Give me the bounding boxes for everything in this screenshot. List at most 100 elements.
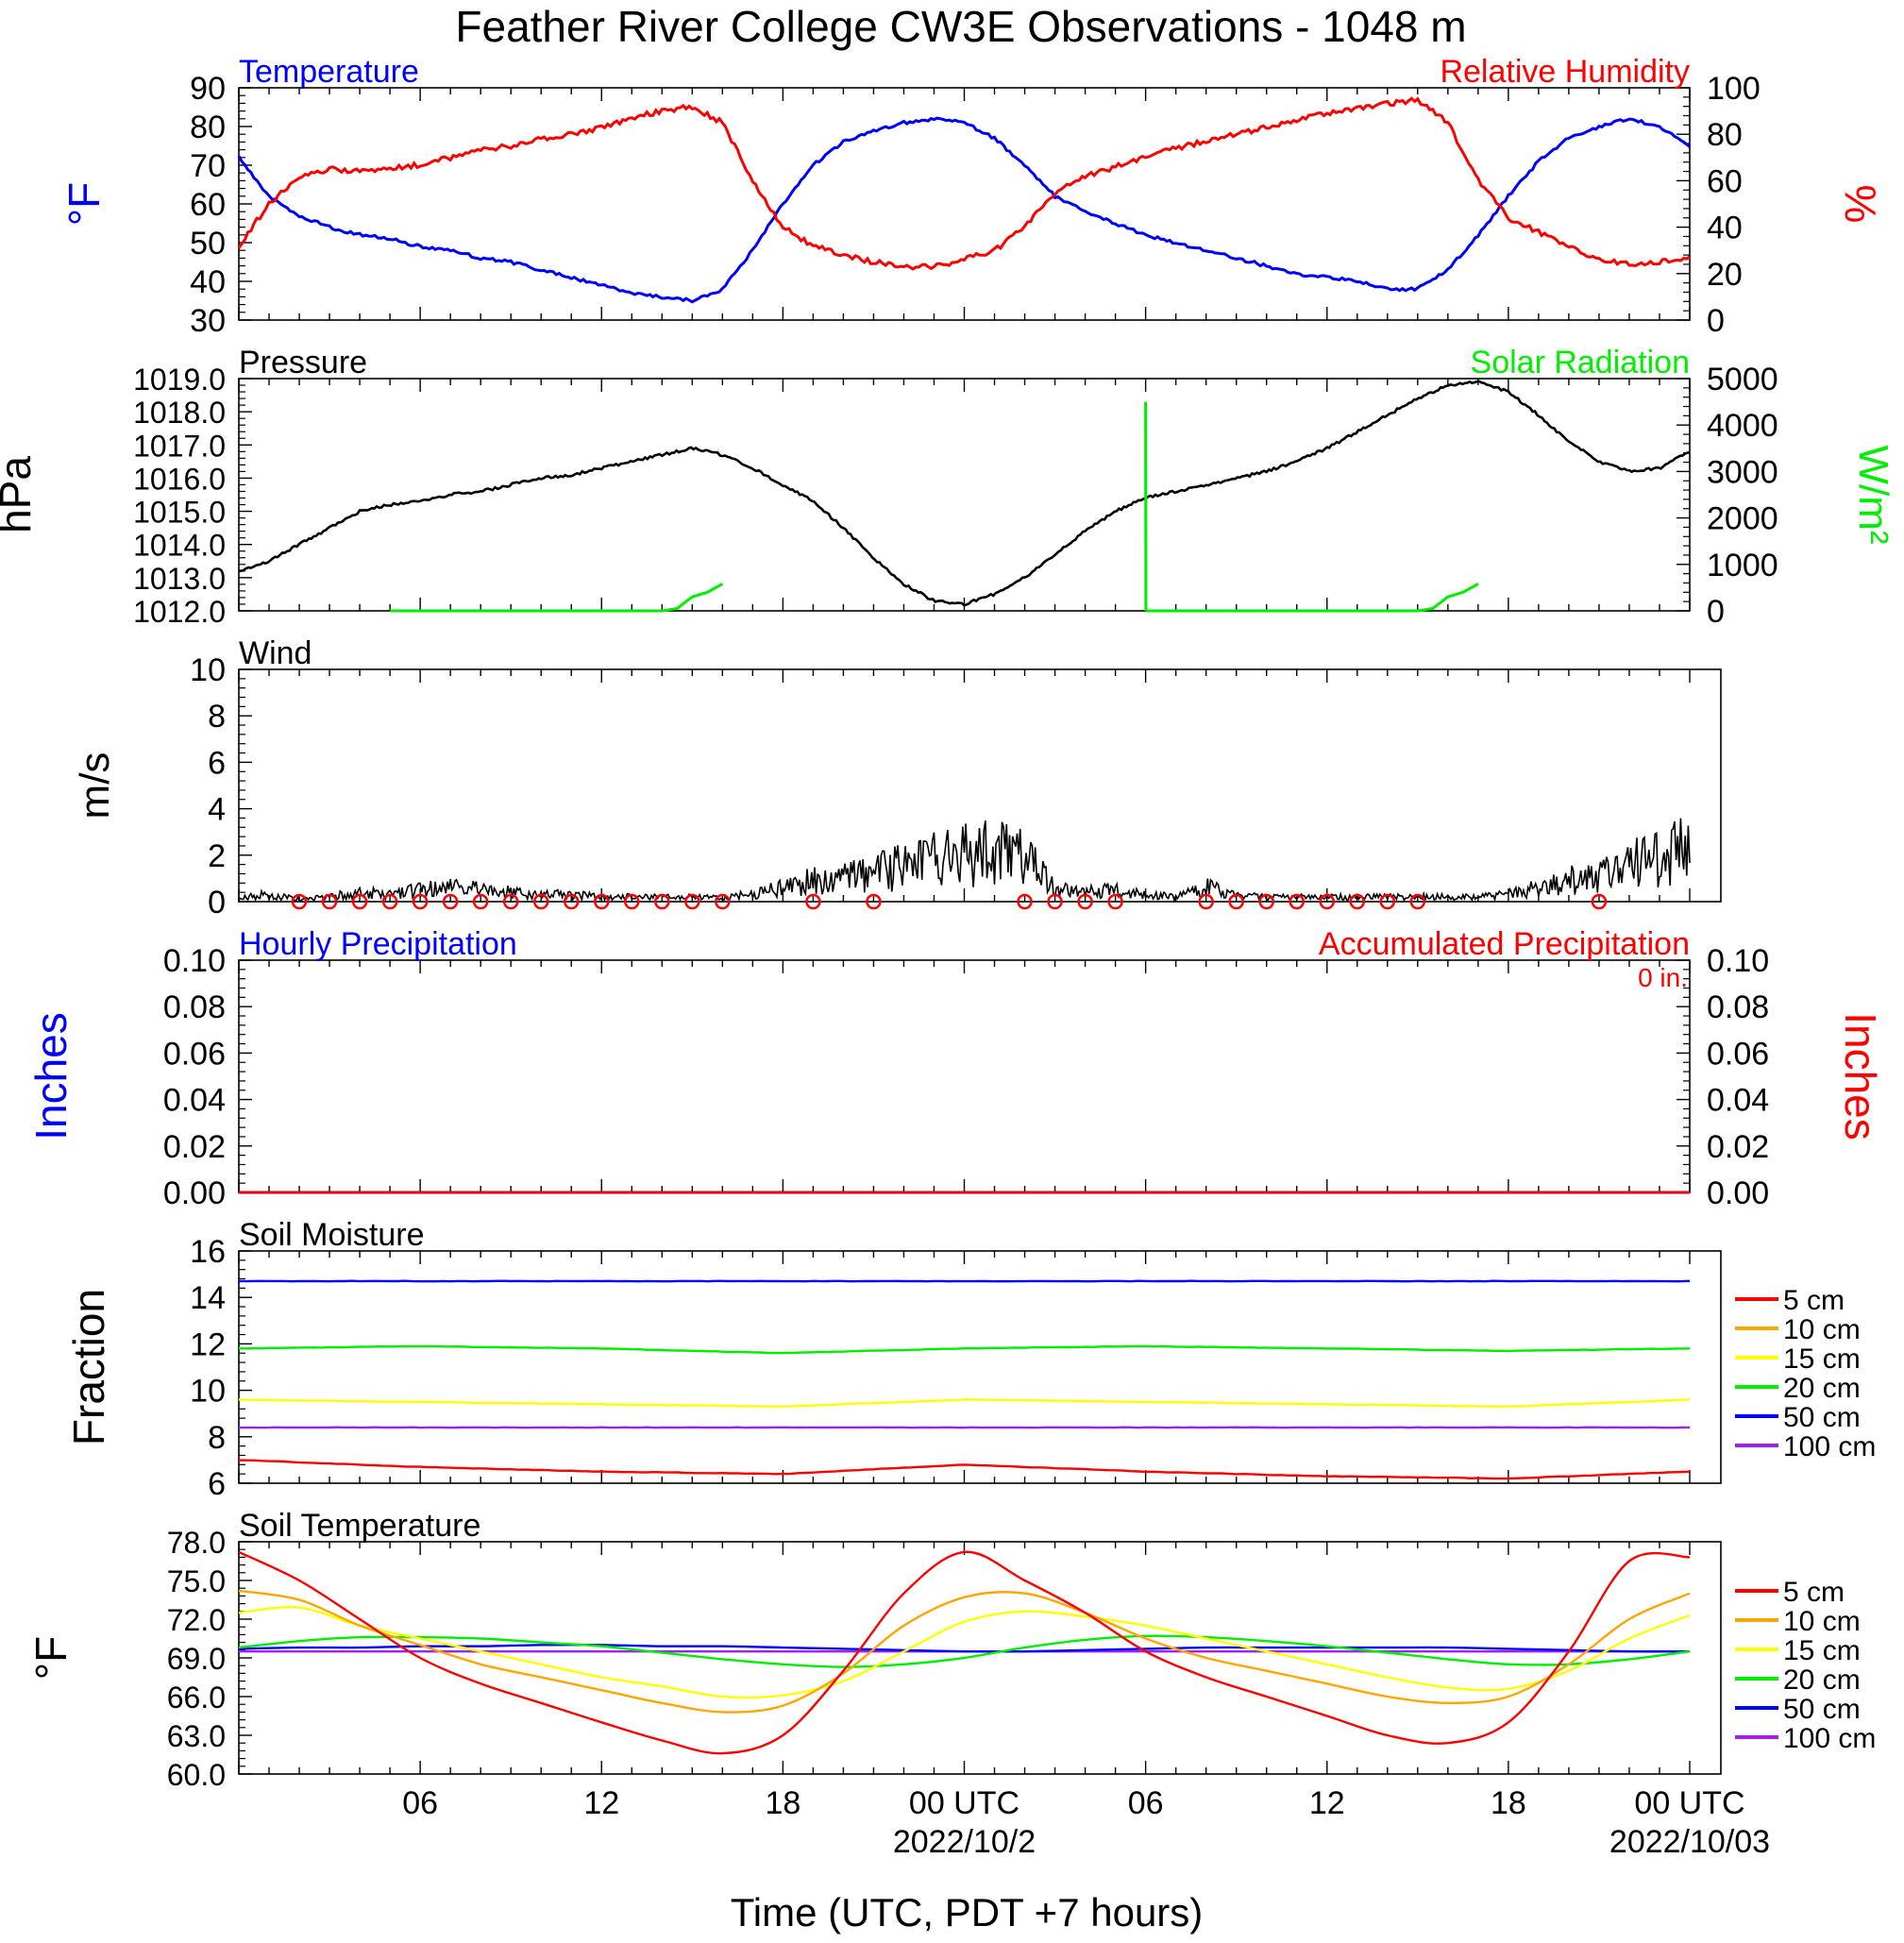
calm-wind-marker: [442, 893, 459, 910]
soil-moisture-line: [238, 1279, 1691, 1283]
x-tick-label: 18: [765, 1785, 800, 1821]
y-tick-label-right: 60: [1707, 163, 1743, 199]
temperature-line: [237, 116, 1691, 304]
y-tick-label: 1016.0: [133, 462, 226, 496]
y-tick-label: 50: [190, 226, 226, 262]
precipitation-panel: 0.10 0.08 0.06 0.04 0.02 0.00 0.10 0.08 0.06 0.04…: [26, 926, 1885, 1211]
soil-temperature-line: [238, 1589, 1691, 1714]
y-tick-label-right: 80: [1707, 117, 1743, 153]
soil-moisture-title: Soil Moisture: [239, 1217, 425, 1253]
y-tick-label: 16: [190, 1234, 226, 1270]
humidity-title: Relative Humidity: [1440, 54, 1690, 90]
calm-wind-marker: [1409, 893, 1426, 910]
y-tick-label: 10: [190, 1374, 226, 1410]
legend-label: 15 cm: [1783, 1343, 1861, 1375]
pressure-title: Pressure: [239, 345, 367, 380]
x-tick-label: 12: [583, 1785, 619, 1821]
wind-speed-line: [238, 818, 1691, 904]
calm-wind-marker: [1077, 893, 1093, 910]
y-tick-label: 6: [208, 1466, 226, 1502]
x-tick-label: 06: [402, 1785, 438, 1821]
accum-precip-total: 0 in.: [1638, 963, 1688, 992]
y-tick-label-right: 0.04: [1707, 1083, 1769, 1119]
y-tick-label: 0.06: [163, 1036, 226, 1072]
legend-label: 100 cm: [1783, 1723, 1876, 1754]
legend-label: 100 cm: [1783, 1431, 1876, 1462]
legend-label: 10 cm: [1783, 1314, 1861, 1345]
y-tick-label: 0.08: [163, 989, 226, 1025]
y-tick-label-right: 0: [1707, 594, 1725, 630]
y-tick-label: 60.0: [167, 1758, 226, 1792]
x-axis-label: Time (UTC, PDT +7 hours): [731, 1890, 1204, 1935]
calm-wind-marker: [866, 893, 882, 910]
temperature-axis-label: °F: [59, 182, 109, 227]
y-tick-label-right: 1000: [1707, 548, 1778, 583]
y-tick-label: 0.10: [163, 943, 226, 979]
y-tick-label: 8: [208, 1420, 226, 1456]
y-tick-label-right: 0.10: [1707, 943, 1769, 979]
calm-wind-marker: [1258, 893, 1274, 910]
figure-title: Feather River College CW3E Observations …: [455, 2, 1466, 51]
plot-frame: [238, 1250, 1722, 1484]
y-tick-label: 4: [208, 792, 226, 828]
x-date-label: 2022/10/03: [1609, 1824, 1770, 1860]
calm-wind-marker: [624, 893, 640, 910]
y-tick-label: 1012.0: [133, 595, 226, 629]
calm-wind-marker: [1379, 893, 1396, 910]
hourly-precip-title: Hourly Precipitation: [239, 926, 517, 962]
calm-wind-marker: [1289, 893, 1305, 910]
calm-wind-marker: [1198, 893, 1214, 910]
calm-wind-marker: [805, 893, 821, 910]
y-tick-label-right: 40: [1707, 211, 1743, 246]
legend-label: 50 cm: [1783, 1402, 1861, 1433]
calm-wind-marker: [1228, 893, 1244, 910]
pressure-axis-label: hPa: [0, 456, 40, 533]
y-tick-label: 10: [190, 652, 226, 688]
temperature-title: Temperature: [239, 54, 419, 90]
y-tick-label: 1017.0: [133, 429, 226, 463]
soil-temperature-axis-label: °F: [26, 1636, 76, 1681]
pressure-line: [239, 380, 1691, 607]
plot-frame: [238, 668, 1722, 903]
y-tick-label: 2: [208, 838, 226, 874]
y-tick-label: 40: [190, 264, 226, 300]
soil-moisture-line: [238, 1459, 1691, 1480]
accum-precip-title: Accumulated Precipitation: [1319, 926, 1690, 962]
soil-temperature-line: [238, 1550, 1691, 1755]
wind-title: Wind: [239, 635, 312, 671]
y-tick-label: 0: [208, 885, 226, 921]
calm-wind-marker: [291, 893, 308, 910]
calm-wind-marker: [532, 893, 549, 910]
legend-label: 15 cm: [1783, 1635, 1861, 1666]
y-tick-label: 8: [208, 699, 226, 735]
y-tick-label: 66.0: [167, 1681, 226, 1715]
y-tick-label: 0.00: [163, 1175, 226, 1211]
solar-line: [390, 583, 724, 613]
calm-wind-marker: [321, 893, 338, 910]
x-tick-label: 00 UTC: [909, 1785, 1019, 1821]
y-tick-label-right: 5000: [1707, 362, 1778, 397]
x-tick-label: 00 UTC: [1634, 1785, 1744, 1821]
calm-wind-marker: [563, 893, 580, 910]
y-tick-label-right: 0.00: [1707, 1175, 1769, 1211]
legend-label: 5 cm: [1783, 1577, 1845, 1608]
y-tick-label: 14: [190, 1280, 226, 1316]
hourly-precip-axis-label: Inches: [26, 1012, 76, 1140]
y-tick-label: 80: [190, 110, 226, 145]
legend-label: 10 cm: [1783, 1606, 1861, 1637]
pressure-solar-panel: 1019.01018.01017.01016.01015.01014.01013…: [0, 345, 1896, 630]
soil-temperature-line: [238, 1606, 1691, 1699]
accum-precip-axis-label: Inches: [1836, 1012, 1885, 1140]
y-tick-label-right: 0.06: [1707, 1036, 1769, 1072]
legend-label: 20 cm: [1783, 1373, 1861, 1404]
soil-temperature-title: Soil Temperature: [239, 1508, 480, 1544]
y-tick-label-right: 3000: [1707, 454, 1778, 490]
calm-wind-marker: [715, 893, 731, 910]
soil-moisture-axis-label: Fraction: [64, 1289, 113, 1445]
x-tick-label: 12: [1309, 1785, 1345, 1821]
y-tick-label: 30: [190, 303, 226, 339]
calm-wind-marker: [684, 893, 700, 910]
calm-wind-marker: [1017, 893, 1033, 910]
wind-panel: 10 8 6 4 2 0 Wind m/s: [72, 635, 1722, 921]
